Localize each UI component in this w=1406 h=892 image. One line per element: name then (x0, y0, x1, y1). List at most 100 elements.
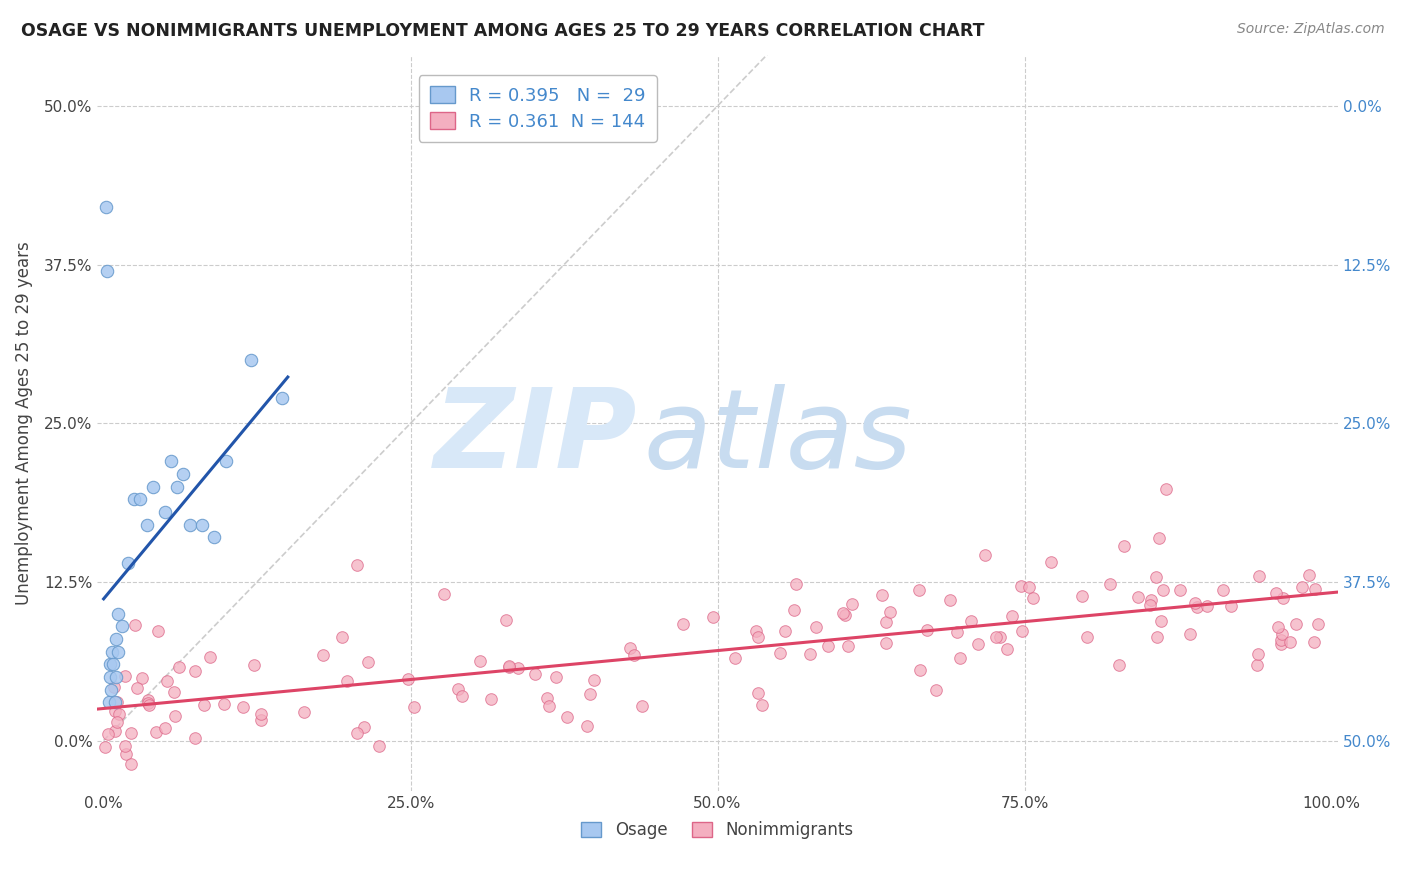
Point (959, 614, 981, 628)
Point (353, 720, 375, 734)
Point (879, 605, 901, 619)
Point (1098, 577, 1121, 591)
Point (468, 654, 491, 668)
Point (215, 454, 238, 468)
Point (135, 517, 157, 532)
Point (1278, 634, 1301, 648)
Point (103, 657, 125, 672)
Point (1022, 591, 1045, 605)
Point (142, 480, 165, 494)
Point (1270, 636, 1292, 650)
Point (1018, 580, 1040, 594)
Point (451, 689, 474, 703)
Point (619, 640, 641, 655)
Point (1001, 608, 1024, 623)
Point (917, 623, 939, 637)
Point (1144, 570, 1167, 584)
Point (166, 480, 188, 494)
Point (908, 583, 931, 598)
Point (925, 682, 948, 697)
Point (1267, 620, 1289, 634)
Point (103, 680, 125, 694)
Point (96, 264, 118, 278)
Point (104, 704, 127, 718)
Point (538, 698, 561, 713)
Point (179, 517, 201, 532)
Point (988, 630, 1011, 644)
Point (172, 467, 194, 481)
Point (875, 636, 897, 650)
Point (495, 613, 517, 627)
Point (115, 747, 138, 761)
Point (1298, 567, 1320, 582)
Point (202, 531, 225, 545)
Point (769, 646, 792, 660)
Point (1112, 539, 1135, 553)
Point (908, 663, 931, 677)
Point (249, 713, 271, 727)
Point (1152, 582, 1174, 597)
Point (191, 517, 214, 532)
Point (745, 624, 768, 638)
Point (117, 556, 139, 570)
Point (1185, 600, 1208, 615)
Point (100, 682, 122, 697)
Point (98, 670, 121, 684)
Point (114, 669, 136, 683)
Point (129, 492, 152, 507)
Point (783, 602, 806, 616)
Point (1039, 555, 1062, 569)
Legend: Osage, Nonimmigrants: Osage, Nonimmigrants (575, 814, 860, 846)
Point (104, 723, 127, 738)
Point (212, 697, 235, 711)
Point (136, 693, 159, 707)
Point (1247, 647, 1270, 661)
Point (312, 648, 335, 663)
Point (156, 674, 179, 689)
Point (1195, 599, 1218, 613)
Text: atlas: atlas (643, 384, 911, 491)
Point (97, 727, 120, 741)
Point (114, 739, 136, 753)
Point (336, 673, 359, 688)
Point (108, 707, 131, 722)
Point (1271, 626, 1294, 640)
Point (97, 695, 120, 709)
Point (672, 616, 695, 631)
Point (498, 658, 520, 673)
Point (974, 548, 997, 562)
Point (124, 492, 146, 507)
Point (270, 391, 292, 405)
Point (239, 352, 262, 367)
Point (555, 710, 578, 724)
Point (232, 699, 254, 714)
Point (1146, 630, 1168, 644)
Text: ZIP: ZIP (433, 384, 637, 491)
Point (817, 640, 839, 654)
Point (330, 630, 353, 644)
Point (949, 651, 972, 665)
Point (834, 607, 856, 622)
Point (101, 645, 124, 659)
Point (1108, 658, 1130, 673)
Point (479, 691, 502, 706)
Point (946, 624, 969, 639)
Point (105, 714, 128, 729)
Point (1184, 596, 1206, 610)
Point (967, 637, 990, 651)
Point (145, 725, 167, 739)
Point (198, 650, 221, 665)
Point (1302, 635, 1324, 649)
Point (94, 740, 117, 755)
Point (702, 609, 724, 624)
Point (120, 756, 142, 771)
Point (160, 454, 183, 468)
Point (433, 587, 456, 601)
Point (356, 655, 378, 669)
Point (498, 660, 520, 674)
Point (104, 632, 127, 646)
Point (243, 658, 266, 673)
Y-axis label: Unemployment Among Ages 25 to 29 years: Unemployment Among Ages 25 to 29 years (15, 242, 32, 605)
Point (544, 670, 567, 684)
Point (1265, 586, 1288, 600)
